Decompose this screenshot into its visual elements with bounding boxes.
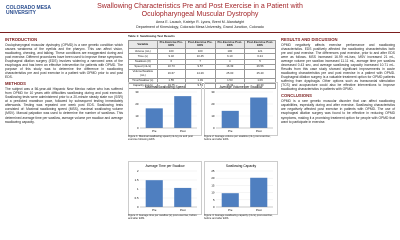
y-tick-label: 20 [211, 176, 215, 180]
section-text: Oculopharyngeal muscular dystrophy (OPMD… [5, 43, 123, 80]
chart-title: Swallowing Capacity [226, 164, 257, 168]
table-header-row: Variable Pre-Exercise Pre-EDS Post-Exercis… [128, 39, 276, 50]
section-heading: CONCLUSIONS [281, 93, 312, 99]
table-row: Volume/Swallow (mL) 16.67 14.29 25.00 25.40 [128, 69, 276, 79]
y-tick-label: 1.5 [135, 178, 139, 182]
y-tick-label: 10 [211, 114, 215, 118]
figure-caption: Figure 2: Average volume per swallow (mL… [204, 135, 271, 141]
bar [250, 177, 268, 207]
chart: Swallowing Capacity 0 5 10 15 20 25 Pre Post [204, 161, 278, 215]
table-header: Pre-Exercise Post-EDS [214, 39, 246, 50]
bar [145, 180, 163, 207]
y-tick-label: 1 [137, 187, 139, 191]
middle-column: Table 1: Swallowing Test Results Variabl… [128, 34, 276, 89]
section-heading: METHODS [5, 81, 26, 87]
table-cell: 10.75 [156, 82, 186, 89]
figure-caption: Figure 3: Average time per swallow (s) p… [128, 214, 197, 220]
y-tick-label: 25 [211, 169, 215, 173]
figure: Swallowing Capacity 0 5 10 15 20 25 Pre Post Figu… [204, 161, 278, 221]
title: Swallowing Characteristics Pre and Post … [97, 3, 303, 19]
header: COLORADO MESA UNIVERSITY Swallowing Char… [0, 0, 400, 33]
x-tick-label: Post [180, 129, 186, 133]
y-tick-label: 0 [137, 205, 139, 209]
logo: COLORADO MESA UNIVERSITY [6, 5, 51, 17]
bar [250, 97, 268, 128]
bar [174, 96, 192, 128]
y-tick-label: 20 [211, 102, 215, 106]
y-tick-label: 20 [135, 102, 139, 106]
y-tick-label: 30 [211, 90, 215, 94]
table-header: Post-Exercise Pre-EDS [184, 39, 216, 50]
x-tick-label: Post [256, 208, 262, 212]
table-cell: 14.29 [184, 69, 216, 79]
section-text: OPMD is a rare genetic muscular disorder… [281, 99, 395, 124]
bar [145, 108, 163, 128]
y-tick-label: 0.5 [135, 196, 139, 200]
y-tick-label: 2 [137, 169, 139, 173]
figure: Average Time per Swallow 0 0.5 1 1.5 2 Pre Post… [128, 161, 202, 221]
bar [221, 193, 239, 207]
x-tick-label: Pre [228, 208, 233, 212]
table-header: Post-Exercise Post-EDS [244, 39, 276, 50]
bar [221, 110, 239, 128]
y-tick-label: 0 [137, 126, 139, 130]
figure: Average Volume per Swallow 0 10 20 30 Pre Post… [204, 82, 278, 142]
table-cell: 20.30 [244, 82, 276, 89]
y-tick-label: 0 [213, 126, 215, 130]
x-tick-label: Pre [152, 129, 157, 133]
figure: Maximal Swallowing Speed 0 10 20 30 Pre Post Fi… [128, 82, 202, 142]
table-row: Speed (mL/s) 10.73 9.57 16.39 26.56 [128, 63, 276, 71]
table-header: Pre-Exercise Pre-EDS [156, 39, 186, 50]
chart-title: Average Time per Swallow [146, 164, 186, 168]
chart-title: Average Volume per Swallow [220, 85, 263, 89]
y-tick-label: 10 [135, 114, 139, 118]
section-heading: INTRODUCTION [5, 37, 38, 42]
right-column: RESULTS AND DISCUSSION OPMD negatively a… [281, 35, 395, 126]
chart-title: Maximal Swallowing Speed [145, 85, 185, 89]
y-tick-label: 15 [211, 183, 215, 187]
figure-caption: Figure 1: Maximal swallowing speed (mL/s… [128, 135, 193, 141]
affiliation: Department of Kinesiology, Colorado Mesa… [136, 25, 264, 29]
table-cell: Volume/Swallow (mL) [128, 69, 158, 79]
table-cell: 10.73 [156, 63, 186, 71]
authors: Anna E. Lausch, Katelyn R. Lyons, Brent … [155, 20, 245, 24]
x-tick-label: Pre [228, 129, 233, 133]
table-cell: 26.56 [244, 63, 276, 71]
table-caption: Table 1: Swallowing Test Results [128, 34, 175, 38]
chart: Average Volume per Swallow 0 10 20 30 Pre Post [204, 82, 278, 136]
table-header: Variable [128, 39, 158, 50]
table-cell: 25.00 [214, 69, 246, 79]
y-tick-label: 30 [135, 90, 139, 94]
table-cell: 16.67 [156, 69, 186, 79]
table-cell: 25.40 [244, 69, 276, 79]
section-heading: RESULTS AND DISCUSSION [281, 37, 338, 42]
chart: Average Time per Swallow 0 0.5 1 1.5 2 Pre Post [128, 161, 202, 215]
x-tick-label: Post [256, 129, 262, 133]
left-column: INTRODUCTION Oculopharyngeal muscular dy… [5, 35, 123, 126]
table: Variable Pre-Exercise Pre-EDS Post-Exercis… [128, 39, 276, 89]
y-tick-label: 5 [213, 198, 215, 202]
section-text: The subject was a 56-year-old Hispanic N… [5, 87, 123, 124]
chart: Maximal Swallowing Speed 0 10 20 30 Pre Post [128, 82, 202, 136]
x-tick-label: Post [180, 208, 186, 212]
x-tick-label: Pre [152, 208, 157, 212]
y-tick-label: 0 [213, 205, 215, 209]
y-tick-label: 10 [211, 191, 215, 195]
table-row: Time (s) 9.32 10.45 6.10 6.24 [128, 53, 276, 60]
figure-caption: Figure 4: Average swallowing capacity (m… [204, 214, 273, 220]
section-text: OPMD negatively affects exercise perform… [281, 43, 395, 92]
bar [174, 187, 192, 207]
